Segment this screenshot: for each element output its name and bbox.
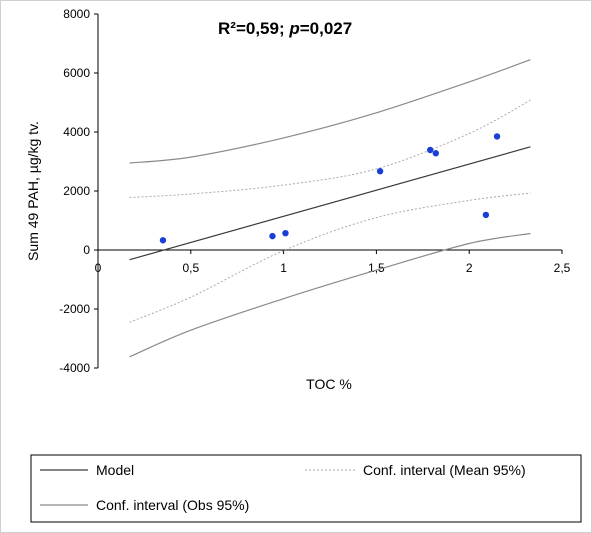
points-group <box>159 133 501 244</box>
y-tick-label: -2000 <box>59 302 90 316</box>
data-point <box>432 150 439 157</box>
y-tick-label: -4000 <box>59 361 90 375</box>
x-axis-title: TOC % <box>306 376 352 392</box>
data-point <box>482 211 490 219</box>
conf-obs-upper-line <box>129 59 531 164</box>
y-tick-label: 6000 <box>63 66 90 80</box>
x-tick-label: 2 <box>466 261 473 275</box>
legend-box <box>30 454 582 523</box>
legend-label-conf-mean: Conf. interval (Mean 95%) <box>363 462 526 478</box>
r2-annotation: R²=0,59; p=0,027 <box>218 19 352 38</box>
conf-mean-lower-line <box>129 192 531 323</box>
data-point <box>376 168 384 175</box>
x-tick-label: 2,5 <box>554 261 571 275</box>
x-tick-label: 0,5 <box>182 261 199 275</box>
p-value: =0,027 <box>300 19 352 38</box>
data-point <box>269 232 276 240</box>
y-tick-group: -4000 -2000 0 2000 4000 6000 8000 <box>59 7 98 375</box>
r2-label: R²=0,59; <box>218 19 289 38</box>
x-tick-label: 0 <box>95 261 102 275</box>
p-symbol: p <box>288 19 299 38</box>
conf-obs-lower-line <box>129 232 531 358</box>
data-point <box>427 146 434 154</box>
y-axis-title: Sum 49 PAH, µg/kg tv. <box>25 121 41 261</box>
x-tick-label: 1 <box>280 261 287 275</box>
legend: Model Conf. interval (Mean 95%) Conf. in… <box>30 454 582 523</box>
legend-label-model: Model <box>96 462 134 478</box>
conf-mean-upper-line <box>129 99 531 198</box>
data-point <box>282 229 289 237</box>
data-point <box>159 237 167 244</box>
y-tick-label: 4000 <box>63 125 90 139</box>
curves-group <box>129 59 531 358</box>
legend-label-conf-obs: Conf. interval (Obs 95%) <box>96 497 249 513</box>
model-line <box>129 146 531 261</box>
data-point <box>493 133 501 140</box>
axes <box>97 14 562 368</box>
y-tick-label: 0 <box>83 243 90 257</box>
x-tick-group: 0 0,5 1 1,5 2 2,5 <box>95 250 571 275</box>
y-tick-label: 2000 <box>63 184 90 198</box>
y-tick-label: 8000 <box>63 7 90 21</box>
